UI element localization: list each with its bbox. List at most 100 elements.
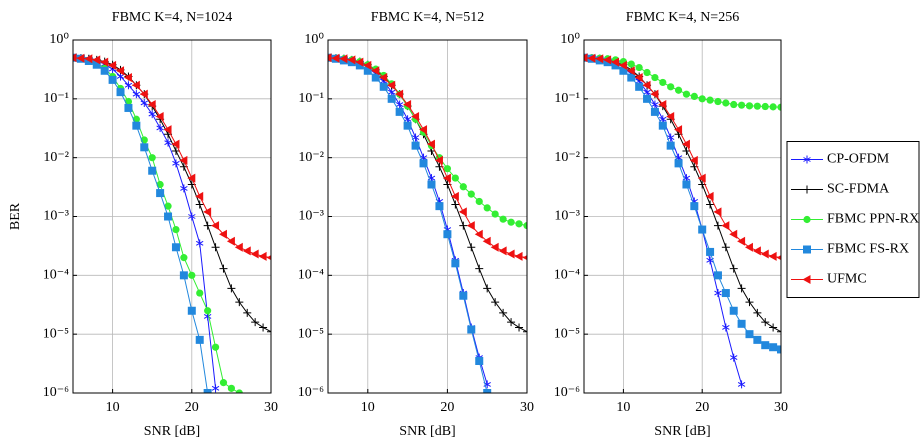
marker	[155, 112, 164, 122]
marker	[714, 97, 722, 106]
marker	[379, 73, 388, 83]
marker	[219, 264, 228, 273]
marker	[483, 389, 492, 393]
marker	[218, 229, 227, 239]
marker	[761, 318, 770, 327]
marker	[387, 88, 396, 97]
marker	[435, 202, 444, 211]
marker	[267, 327, 271, 336]
marker	[235, 389, 243, 393]
marker	[643, 68, 651, 77]
marker	[226, 236, 235, 246]
y-tick-label: 10⁻²	[298, 150, 324, 165]
marker	[483, 284, 492, 293]
marker	[475, 264, 484, 273]
x-tick-label: 20	[440, 400, 454, 415]
marker	[627, 60, 635, 68]
marker	[777, 345, 781, 354]
marker	[172, 159, 180, 168]
y-tick-label: 10⁰	[49, 32, 69, 47]
marker	[156, 180, 164, 189]
marker	[674, 125, 683, 135]
marker	[507, 318, 516, 327]
marker	[164, 138, 172, 147]
marker	[451, 259, 460, 268]
marker	[242, 246, 251, 256]
y-tick-label: 10⁻³	[298, 209, 324, 224]
marker	[515, 323, 524, 332]
legend-label: CP-OFDM	[827, 152, 890, 167]
marker	[339, 54, 348, 64]
marker	[595, 54, 604, 64]
marker	[363, 66, 372, 75]
marker	[163, 125, 172, 135]
marker	[411, 112, 420, 122]
marker	[116, 66, 125, 76]
marker	[506, 249, 515, 259]
plot-frame	[583, 39, 782, 394]
marker	[132, 121, 141, 130]
marker	[419, 125, 428, 135]
marker	[258, 251, 267, 261]
y-tick-label: 10⁻¹	[298, 91, 324, 106]
marker	[627, 73, 636, 82]
marker	[100, 57, 109, 67]
marker	[475, 356, 484, 365]
marker	[730, 353, 738, 362]
plot-frame	[72, 39, 272, 394]
marker	[450, 191, 459, 201]
marker	[188, 271, 196, 279]
marker	[459, 291, 468, 300]
marker	[745, 330, 754, 339]
marker	[658, 121, 667, 130]
marker	[650, 89, 659, 99]
marker	[706, 96, 714, 104]
marker	[156, 123, 164, 132]
marker	[379, 82, 388, 91]
marker	[611, 61, 620, 70]
marker	[682, 146, 691, 155]
marker	[475, 197, 483, 206]
marker	[738, 101, 746, 109]
x-tick-label: 10	[106, 400, 120, 415]
marker	[745, 102, 754, 110]
marker	[690, 92, 698, 100]
marker	[769, 323, 778, 332]
marker	[776, 255, 781, 261]
x-tick-label: 10	[361, 400, 375, 415]
marker	[187, 173, 196, 183]
marker	[491, 210, 499, 218]
x-axis-label: SNR [dB]	[144, 424, 200, 439]
marker	[803, 215, 811, 224]
marker	[250, 249, 259, 259]
y-axis-label: BER	[8, 202, 23, 230]
marker	[721, 243, 730, 252]
marker	[116, 88, 125, 97]
marker	[73, 53, 77, 63]
marker	[211, 343, 220, 351]
marker	[619, 66, 628, 75]
marker	[706, 247, 715, 256]
marker	[164, 212, 173, 221]
marker	[363, 60, 372, 70]
marker	[148, 154, 156, 162]
marker	[753, 102, 761, 110]
y-tick-label: 10⁻⁶	[298, 385, 324, 400]
marker	[458, 207, 467, 217]
marker	[171, 243, 180, 252]
marker	[92, 60, 101, 69]
marker	[443, 230, 452, 239]
marker	[729, 306, 738, 315]
marker	[729, 264, 738, 273]
legend-label: FBMC FS-RX	[827, 242, 909, 257]
marker	[203, 389, 212, 393]
marker	[259, 323, 268, 332]
marker	[523, 222, 527, 230]
marker	[730, 100, 738, 109]
marker	[635, 63, 643, 72]
marker	[498, 246, 507, 256]
marker	[643, 88, 651, 97]
marker	[713, 207, 722, 217]
marker	[235, 298, 244, 307]
